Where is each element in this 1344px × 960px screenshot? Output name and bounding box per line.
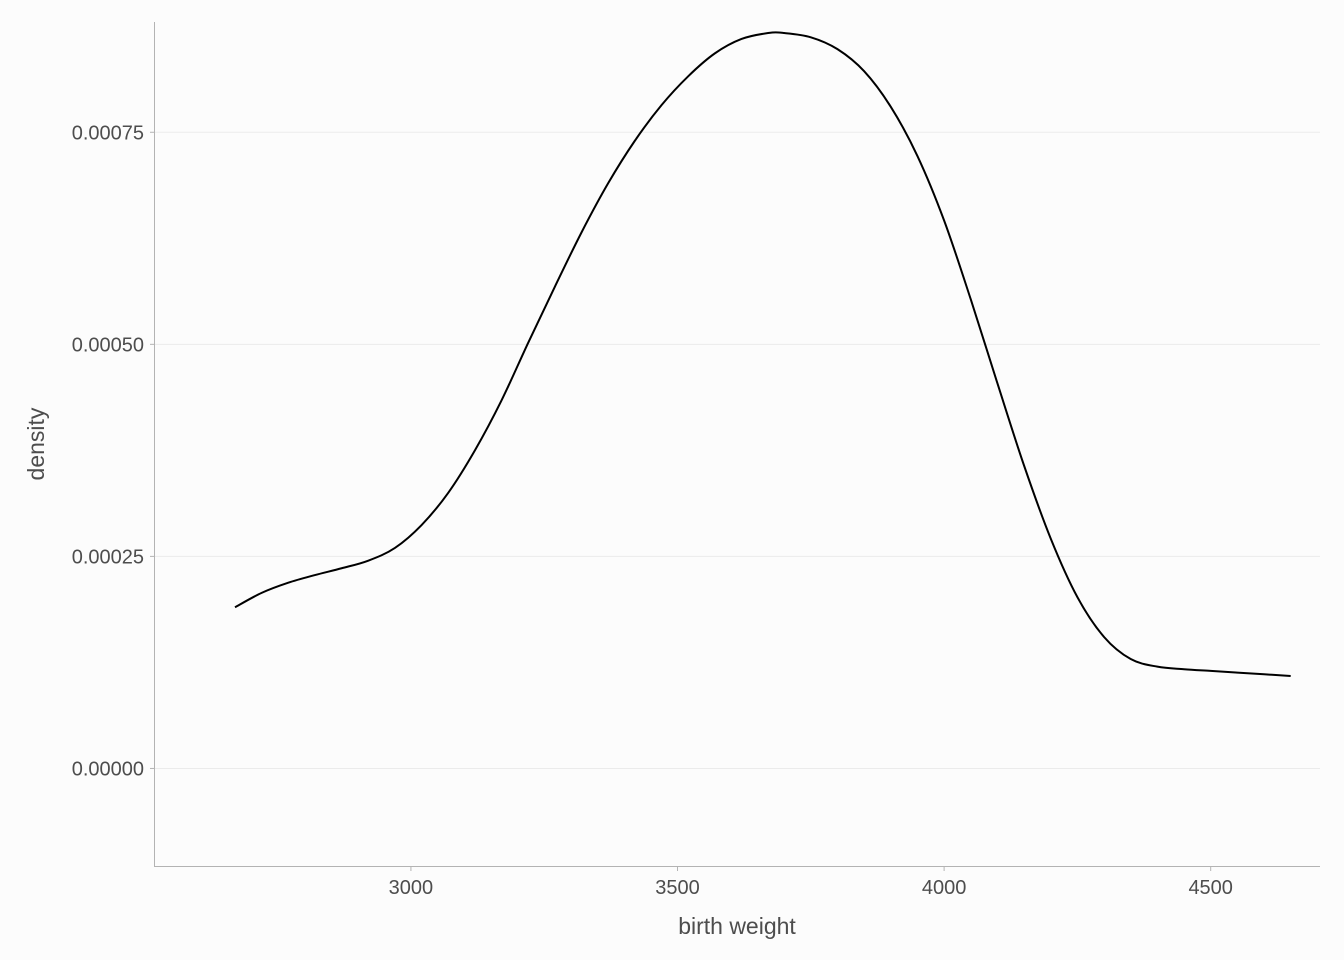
grid-lines (155, 131, 1320, 769)
y-tick-label: 0.00050 (72, 334, 144, 356)
x-axis-title: birth weight (678, 913, 796, 939)
y-tick-label: 0.00075 (72, 122, 144, 144)
density-curve (234, 31, 1291, 677)
y-tick-label: 0.00025 (72, 546, 144, 568)
x-axis-ticks: 3000 3500 4000 4500 (389, 866, 1233, 899)
y-tick-label: 0.00000 (72, 758, 144, 780)
x-tick-label: 3500 (655, 877, 700, 899)
y-axis-ticks: 0.00000 0.00025 0.00050 0.00075 (72, 122, 155, 780)
x-tick-label: 3000 (389, 877, 434, 899)
y-axis-title: density (23, 407, 49, 480)
plot-area (234, 31, 1291, 677)
x-tick-label: 4000 (922, 877, 967, 899)
x-tick-label: 4500 (1188, 877, 1233, 899)
